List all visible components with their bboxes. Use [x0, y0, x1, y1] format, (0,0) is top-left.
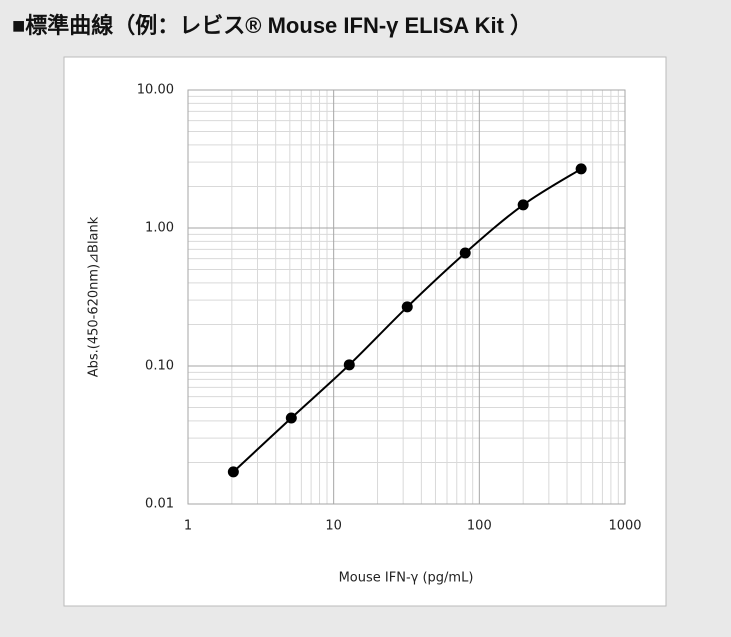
y-tick-label: 0.10	[145, 359, 174, 374]
chart-title: ■標準曲線（例：レビス® Mouse IFN-γ ELISA Kit ）	[12, 13, 533, 38]
point	[459, 247, 471, 259]
x-axis-label: Mouse IFN-γ (pg/mL)	[339, 571, 474, 586]
y-axis-label: Abs.(450-620nm)⊿Blank	[87, 216, 102, 377]
y-tick-label: 0.01	[145, 497, 174, 512]
point	[227, 466, 239, 478]
chart-frame	[63, 56, 667, 607]
point	[285, 412, 297, 424]
point	[517, 199, 529, 211]
point	[401, 301, 413, 313]
point	[343, 359, 355, 371]
y-tick-label: 1.00	[145, 221, 174, 236]
plot-border	[187, 89, 626, 505]
x-tick-label: 1	[184, 519, 192, 534]
point	[575, 163, 587, 175]
x-tick-label: 100	[467, 519, 492, 534]
y-tick-label: 10.00	[137, 83, 174, 98]
x-tick-label: 10	[325, 519, 342, 534]
x-tick-label: 1000	[608, 519, 641, 534]
